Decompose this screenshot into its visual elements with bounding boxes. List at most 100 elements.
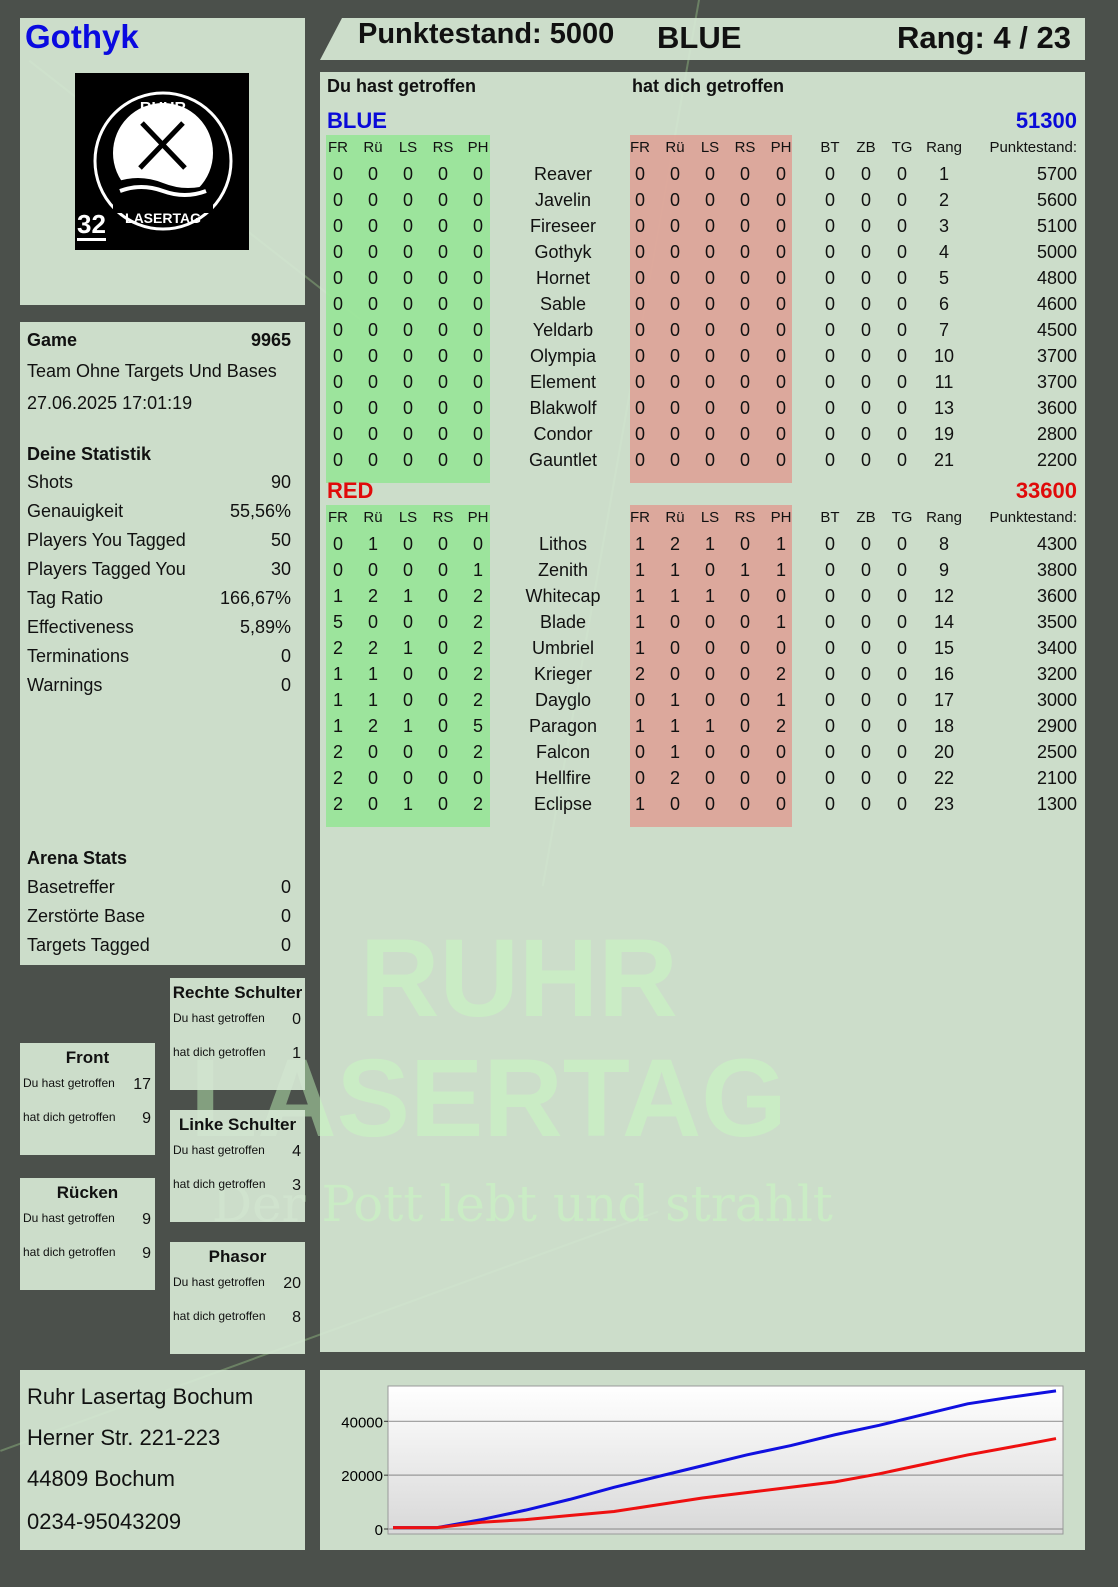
zone-title: Rechte Schulter [172,983,303,1002]
hit-you-cell: 1 [669,560,681,580]
address-panel: Ruhr Lasertag Bochum Herner Str. 221-223… [20,1370,305,1550]
zone-got-label: hat dich getroffen [173,1045,266,1059]
game-stats-panel: Game 9965 Team Ohne Targets Und Bases 27… [20,322,305,965]
score-progress-chart: 0 20000 40000 [341,1385,1064,1539]
stat-cell: 0 [860,268,872,288]
column-header: RS [734,139,756,156]
player-score: 4300 [1036,534,1077,554]
stat-cell: 9 [938,560,950,580]
player-score: 3000 [1036,690,1077,710]
you-hit-cell: 1 [402,586,414,606]
you-hit-cell: 0 [402,768,414,788]
hit-you-cell: 0 [704,398,716,418]
stat-label: Players Tagged You [27,559,186,579]
stat-cell: 0 [896,716,908,736]
column-header: FR [328,139,348,156]
hit-you-cell: 0 [739,346,751,366]
hit-you-cell: 0 [739,164,751,184]
venue-name: Ruhr Lasertag Bochum [27,1384,254,1409]
hit-you-cell: 1 [634,638,646,658]
you-hit-cell: 0 [332,424,344,444]
hit-you-cell: 0 [704,242,716,262]
zone-hit-value: 9 [142,1211,151,1228]
stat-cell: 0 [824,768,836,788]
you-hit-cell: 0 [402,560,414,580]
column-header: LS [700,509,720,526]
column-header: Rü [363,509,383,526]
zone-title: Front [65,1048,110,1067]
stat-cell: 17 [933,690,955,710]
stat-cell: 5 [938,268,950,288]
you-hit-cell: 0 [437,346,449,366]
you-hit-cell: 2 [332,742,344,762]
player-score: 3500 [1036,612,1077,632]
you-hit-cell: 0 [437,768,449,788]
hit-you-cell: 0 [739,586,751,606]
hit-you-column-bg [630,135,792,483]
column-header: RS [432,509,454,526]
you-hit-cell: 0 [402,664,414,684]
zone-got-row: hat dich getroffen 9 [23,1245,151,1263]
column-header: FR [630,509,650,526]
you-hit-cell: 0 [437,690,449,710]
stat-cell: 0 [824,164,836,184]
you-hit-cell: 0 [367,560,379,580]
stat-cell: 4 [938,242,950,262]
hit-you-cell: 0 [775,398,787,418]
you-hit-cell: 0 [402,742,414,762]
game-datetime: 27.06.2025 17:01:19 [27,393,193,413]
zone-got-row: hat dich getroffen 9 [23,1110,151,1128]
stat-cell: 0 [896,534,908,554]
player-name: Javelin [534,190,592,210]
column-header: ZB [856,509,876,526]
hit-you-cell: 0 [739,664,751,684]
stat-cell: 0 [824,612,836,632]
you-hit-cell: 0 [332,560,344,580]
stat-cell: 21 [933,450,955,470]
player-name: Whitecap [525,586,601,606]
you-hit-cell: 0 [332,398,344,418]
zone-got-row: hat dich getroffen 1 [173,1045,301,1063]
you-hit-cell: 0 [332,450,344,470]
player-team: BLUE [657,20,742,55]
stat-row: Warnings 0 [27,675,291,696]
stat-cell: 0 [824,294,836,314]
stat-cell: 0 [824,450,836,470]
game-mode: Team Ohne Targets Und Bases [27,361,277,381]
stat-label: Shots [27,472,74,492]
you-hit-cell: 0 [367,346,379,366]
stat-cell: 0 [860,612,872,632]
stat-cell: 0 [860,346,872,366]
stat-cell: 0 [860,794,872,814]
stat-cell: 0 [860,716,872,736]
stat-row: Players Tagged You 30 [27,559,291,580]
hit-you-cell: 2 [775,664,787,684]
hit-you-cell: 0 [739,216,751,236]
stat-cell: 1 [938,164,950,184]
stat-cell: 0 [824,690,836,710]
you-hit-cell: 0 [472,346,484,366]
hit-you-cell: 0 [739,612,751,632]
you-hit-cell: 0 [402,398,414,418]
team-total-red: 33600 [1015,478,1077,503]
you-hit-cell: 0 [472,534,484,554]
zone-title: Rücken [56,1183,119,1202]
stat-value: 55,56% [229,501,291,521]
stats-title: Deine Statistik [27,444,152,464]
you-hit-cell: 0 [402,534,414,554]
stat-cell: 0 [824,534,836,554]
you-hit-cell: 0 [332,268,344,288]
hit-you-cell: 0 [775,346,787,366]
you-hit-cell: 1 [332,586,344,606]
stat-cell: 0 [860,320,872,340]
you-hit-cell: 0 [367,216,379,236]
hit-you-cell: 0 [739,372,751,392]
you-hit-cell: 2 [472,664,484,684]
hit-you-cell: 0 [739,794,751,814]
hit-you-cell: 0 [704,372,716,392]
player-name: Dayglo [534,690,592,710]
stat-value: 0 [280,675,291,695]
hit-you-cell: 0 [704,164,716,184]
you-hit-cell: 0 [332,242,344,262]
hit-you-cell: 0 [704,664,716,684]
